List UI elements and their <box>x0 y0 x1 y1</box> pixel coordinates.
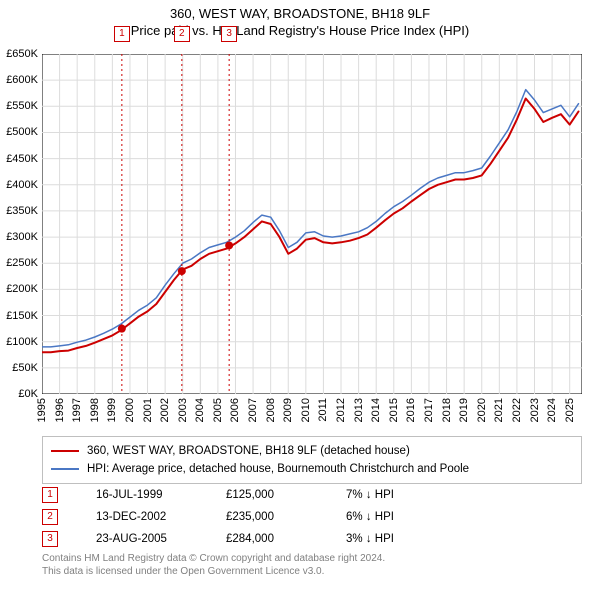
legend-item-subject: 360, WEST WAY, BROADSTONE, BH18 9LF (det… <box>51 442 573 460</box>
x-tick-label: 2008 <box>265 398 277 422</box>
footer-attribution: Contains HM Land Registry data © Crown c… <box>42 552 582 578</box>
y-tick-label: £100K <box>6 336 38 348</box>
x-tick-label: 2024 <box>546 398 558 422</box>
y-tick-label: £350K <box>6 205 38 217</box>
page-title-address: 360, WEST WAY, BROADSTONE, BH18 9LF <box>0 6 600 21</box>
y-tick-label: £50K <box>12 362 38 374</box>
x-tick-label: 2023 <box>529 398 541 422</box>
sale-marker-badge: 2 <box>174 26 190 42</box>
sale-date: 23-AUG-2005 <box>96 533 226 545</box>
x-tick-label: 2011 <box>317 398 329 422</box>
sale-marker-badge: 1 <box>114 26 130 42</box>
x-tick-label: 1997 <box>71 398 83 422</box>
y-tick-label: £650K <box>6 48 38 60</box>
y-tick-label: £550K <box>6 100 38 112</box>
x-tick-label: 2022 <box>511 398 523 422</box>
x-tick-label: 2001 <box>142 398 154 422</box>
sales-table: 1 16-JUL-1999£125,0007% ↓ HPI 2 13-DEC-2002… <box>42 484 394 550</box>
x-tick-label: 2014 <box>370 398 382 422</box>
x-tick-label: 2005 <box>212 398 224 422</box>
x-tick-label: 2010 <box>300 398 312 422</box>
sale-date: 16-JUL-1999 <box>96 489 226 501</box>
y-tick-label: £200K <box>6 283 38 295</box>
x-tick-label: 1998 <box>89 398 101 422</box>
chart-canvas <box>42 54 582 394</box>
x-tick-label: 1999 <box>106 398 118 422</box>
x-tick-label: 2017 <box>423 398 435 422</box>
x-tick-label: 2016 <box>405 398 417 422</box>
x-tick-label: 2018 <box>441 398 453 422</box>
y-tick-label: £600K <box>6 74 38 86</box>
sales-table-row: 3 23-AUG-2005£284,0003% ↓ HPI <box>42 528 394 550</box>
sales-table-row: 2 13-DEC-2002£235,0006% ↓ HPI <box>42 506 394 528</box>
sales-table-row: 1 16-JUL-1999£125,0007% ↓ HPI <box>42 484 394 506</box>
sale-vs-hpi: 3% ↓ HPI <box>346 533 394 545</box>
x-tick-label: 2015 <box>388 398 400 422</box>
y-tick-label: £150K <box>6 310 38 322</box>
legend-label-hpi: HPI: Average price, detached house, Bour… <box>87 463 469 475</box>
x-tick-label: 1995 <box>36 398 48 422</box>
footer-line2: This data is licensed under the Open Gov… <box>42 565 582 578</box>
sale-price: £125,000 <box>226 489 346 501</box>
x-tick-label: 2021 <box>493 398 505 422</box>
sale-price: £284,000 <box>226 533 346 545</box>
y-tick-label: £500K <box>6 126 38 138</box>
sale-price: £235,000 <box>226 511 346 523</box>
x-tick-label: 2019 <box>458 398 470 422</box>
x-tick-label: 2006 <box>229 398 241 422</box>
legend-item-hpi: HPI: Average price, detached house, Bour… <box>51 460 573 478</box>
x-tick-label: 2012 <box>335 398 347 422</box>
x-tick-label: 2003 <box>177 398 189 422</box>
footer-line1: Contains HM Land Registry data © Crown c… <box>42 552 582 565</box>
page-subtitle: Price paid vs. HM Land Registry's House … <box>0 23 600 38</box>
x-tick-label: 2004 <box>194 398 206 422</box>
legend-swatch-subject <box>51 450 79 452</box>
x-tick-label: 1996 <box>54 398 66 422</box>
sale-badge: 1 <box>42 487 58 503</box>
sale-vs-hpi: 6% ↓ HPI <box>346 511 394 523</box>
y-tick-label: £400K <box>6 179 38 191</box>
y-tick-label: £300K <box>6 231 38 243</box>
y-tick-label: £250K <box>6 257 38 269</box>
x-tick-label: 2013 <box>353 398 365 422</box>
x-tick-label: 2000 <box>124 398 136 422</box>
x-tick-label: 2025 <box>564 398 576 422</box>
y-tick-label: £450K <box>6 153 38 165</box>
legend-swatch-hpi <box>51 468 79 470</box>
legend: 360, WEST WAY, BROADSTONE, BH18 9LF (det… <box>42 436 582 484</box>
sale-badge: 3 <box>42 531 58 547</box>
x-tick-label: 2002 <box>159 398 171 422</box>
sale-date: 13-DEC-2002 <box>96 511 226 523</box>
x-tick-label: 2009 <box>282 398 294 422</box>
sale-vs-hpi: 7% ↓ HPI <box>346 489 394 501</box>
price-chart: £0K£50K£100K£150K£200K£250K£300K£350K£40… <box>42 54 582 394</box>
x-tick-label: 2007 <box>247 398 259 422</box>
x-tick-label: 2020 <box>476 398 488 422</box>
sale-badge: 2 <box>42 509 58 525</box>
legend-label-subject: 360, WEST WAY, BROADSTONE, BH18 9LF (det… <box>87 445 410 457</box>
sale-marker-badge: 3 <box>221 26 237 42</box>
